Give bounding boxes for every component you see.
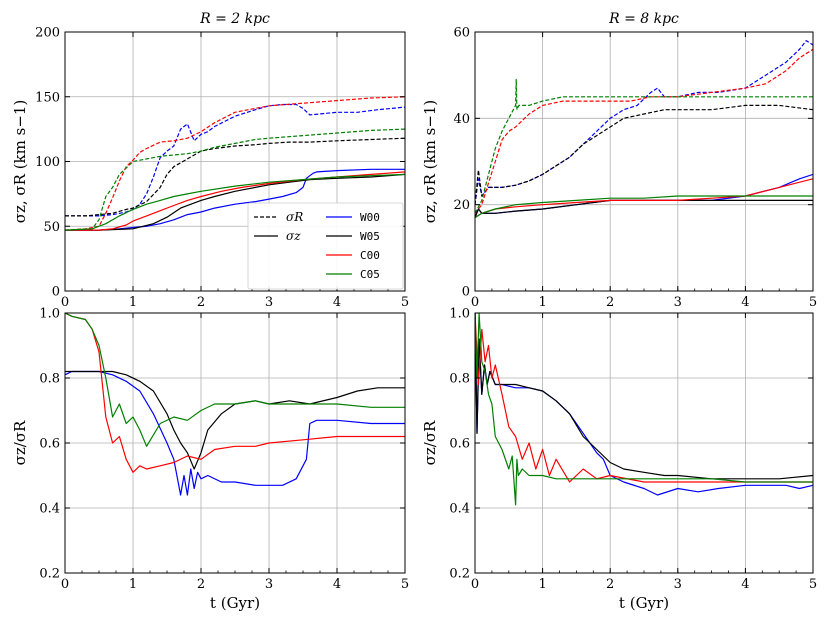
legend-model-label: W00	[360, 211, 380, 224]
x-tick-label: 4	[333, 577, 341, 592]
series-line-c05-sigma-z	[65, 173, 405, 231]
series-group	[475, 313, 813, 506]
x-tick-label: 3	[265, 295, 273, 310]
series-line-w05-sigma-r	[65, 137, 405, 217]
legend-style-label: σR	[286, 210, 303, 224]
series-group	[65, 96, 405, 231]
y-axis-label: σz/σR	[421, 420, 439, 465]
series-line-c00	[65, 313, 405, 473]
x-tick-label: 2	[197, 577, 205, 592]
series-line-c05-sigma-z	[475, 195, 813, 219]
panel-3: 0 1 2 3 4 5 0.2 0.4 0.6 0.8 1.0 t (Gyr) σz/σR	[11, 307, 409, 613]
series-line-c05-sigma-r	[65, 128, 405, 231]
series-line-w00-sigma-r	[65, 103, 405, 217]
y-tick-label: 0.2	[39, 567, 60, 582]
y-axis-label: σz/σR	[11, 420, 29, 465]
y-tick-label: 0.8	[449, 372, 470, 387]
y-tick-label: 150	[35, 90, 60, 105]
series-line-w05	[65, 370, 405, 470]
y-tick-label: 60	[453, 26, 470, 41]
legend-box	[247, 202, 404, 290]
series-line-c05	[65, 313, 405, 447]
y-tick-label: 40	[453, 112, 470, 127]
x-tick-label: 3	[674, 295, 682, 310]
x-tick-label: 1	[538, 577, 546, 592]
panel-2: 0 1 2 3 4 5 0 20 40 60 R = 8 kpc σz, σR (km s−1)	[421, 11, 817, 310]
panel-title: R = 2 kpc	[199, 11, 270, 27]
y-tick-label: 50	[43, 220, 60, 235]
y-tick-label: 1.0	[39, 307, 60, 322]
series-line-w05-sigma-r	[475, 104, 813, 205]
series-line-c00	[475, 313, 813, 483]
x-tick-label: 2	[606, 577, 614, 592]
series-line-c05	[475, 313, 813, 506]
x-tick-label: 1	[538, 295, 546, 310]
x-tick-label: 3	[265, 577, 273, 592]
x-tick-label: 4	[741, 295, 749, 310]
x-tick-label: 1	[129, 295, 137, 310]
y-tick-label: 1.0	[449, 307, 470, 322]
y-tick-label: 0.2	[449, 567, 470, 582]
y-axis-label: σz, σR (km s−1)	[421, 100, 439, 224]
x-axis-label: t (Gyr)	[619, 594, 669, 612]
x-tick-label: 0	[471, 295, 479, 310]
y-tick-label: 0.6	[39, 437, 60, 452]
series-line-w00	[65, 370, 405, 496]
x-tick-label: 4	[741, 577, 749, 592]
x-tick-label: 5	[401, 577, 409, 592]
series-line-w05-sigma-z	[65, 173, 405, 231]
x-tick-label: 0	[61, 577, 69, 592]
x-tick-label: 0	[61, 295, 69, 310]
x-tick-label: 5	[809, 577, 817, 592]
x-tick-label: 5	[809, 295, 817, 310]
x-tick-label: 2	[197, 295, 205, 310]
y-tick-label: 0	[52, 285, 60, 300]
legend-model-label: C05	[360, 268, 380, 281]
series-group	[65, 313, 405, 496]
y-tick-label: 0.4	[449, 502, 470, 517]
legend-style-label: σz	[286, 229, 301, 243]
y-tick-label: 100	[35, 155, 60, 170]
y-tick-label: 200	[35, 26, 60, 41]
series-line-w05	[475, 313, 813, 480]
x-tick-label: 2	[606, 295, 614, 310]
series-line-w05-sigma-z	[475, 199, 813, 218]
panel-title: R = 8 kpc	[608, 11, 679, 27]
series-line-c00-sigma-r	[65, 96, 405, 231]
y-tick-label: 0.6	[449, 437, 470, 452]
x-tick-label: 1	[129, 577, 137, 592]
y-tick-label: 0	[462, 285, 470, 300]
x-tick-label: 4	[333, 295, 341, 310]
series-line-c05-sigma-r	[475, 78, 813, 214]
axes-frame	[474, 31, 814, 292]
y-tick-label: 0.8	[39, 372, 60, 387]
y-tick-label: 0.4	[39, 502, 60, 517]
series-line-c00-sigma-r	[475, 48, 813, 214]
panel-4: 0 1 2 3 4 5 0.2 0.4 0.6 0.8 1.0 t (Gyr) σz/σR	[421, 307, 817, 613]
legend-model-label: C00	[360, 249, 380, 262]
x-tick-label: 0	[471, 577, 479, 592]
y-axis-label: σz, σR (km s−1)	[11, 100, 29, 224]
y-tick-label: 20	[453, 198, 470, 213]
x-axis-label: t (Gyr)	[210, 594, 260, 612]
legend: σR σz W00 W05 C00 C05	[247, 202, 404, 290]
x-tick-label: 5	[401, 295, 409, 310]
series-group	[475, 40, 813, 219]
x-tick-label: 3	[674, 577, 682, 592]
legend-model-label: W05	[360, 230, 380, 243]
series-line-w00-sigma-r	[475, 40, 813, 205]
series-line-w00	[475, 313, 813, 496]
